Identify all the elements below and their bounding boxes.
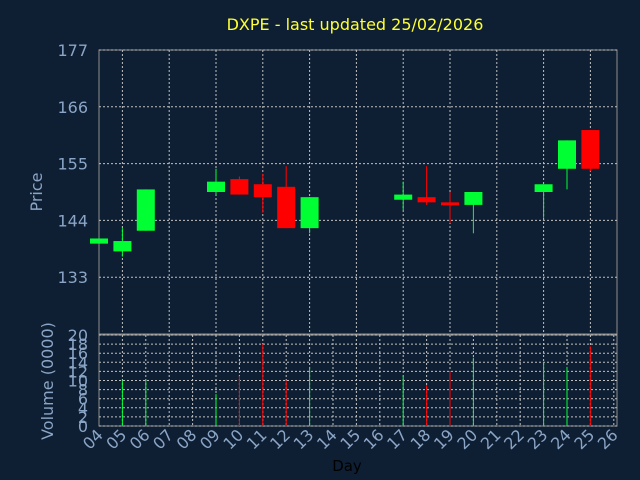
volume-tick-label: 10 — [68, 372, 88, 391]
volume-plot-frame — [98, 334, 618, 427]
volume-tick-label: 18 — [68, 335, 88, 354]
volume-tick-label: 20 — [68, 326, 88, 345]
x-axis-label: Day — [332, 457, 362, 475]
candle-body — [441, 202, 459, 206]
price-axis-label: Price — [27, 172, 46, 211]
candle-body — [253, 184, 272, 198]
price-plot-frame — [98, 49, 618, 335]
price-tick-label: 133 — [57, 268, 88, 287]
volume-axis-label: Volume (0000) — [38, 322, 57, 440]
chart-title: DXPE - last updated 25/02/2026 — [227, 15, 484, 34]
volume-tick-label: 2 — [78, 408, 88, 427]
volume-tick-label: 16 — [68, 344, 88, 363]
candle-body — [534, 184, 553, 192]
candle-body — [113, 241, 132, 252]
price-tick-label: 144 — [57, 211, 88, 230]
price-tick-label: 166 — [57, 98, 88, 117]
candle-body — [90, 238, 108, 244]
candle-body — [207, 181, 225, 192]
volume-tick-label: 14 — [68, 353, 88, 372]
x-tick-label: 26 — [594, 425, 622, 453]
volume-tick-label: 8 — [78, 381, 88, 400]
volume-tick-label: 0 — [78, 417, 88, 436]
candle-body — [581, 130, 600, 169]
price-tick-label: 155 — [57, 155, 88, 174]
price-tick-label: 177 — [57, 41, 88, 60]
volume-tick-label: 4 — [78, 399, 88, 418]
candle-body — [464, 192, 483, 205]
price-panel: 177 166 155 144 133 — [57, 41, 618, 335]
candle-body — [558, 140, 576, 169]
candle-body — [300, 197, 319, 229]
candle-body — [394, 194, 413, 200]
volume-panel: 2018161412108642004050607080910111213141… — [68, 326, 622, 453]
candle-body — [277, 186, 296, 229]
volume-tick-label: 12 — [68, 362, 88, 381]
candle-body — [417, 197, 436, 203]
candle-body — [136, 189, 155, 231]
volume-tick-label: 6 — [78, 390, 88, 409]
candle-body — [230, 179, 249, 195]
